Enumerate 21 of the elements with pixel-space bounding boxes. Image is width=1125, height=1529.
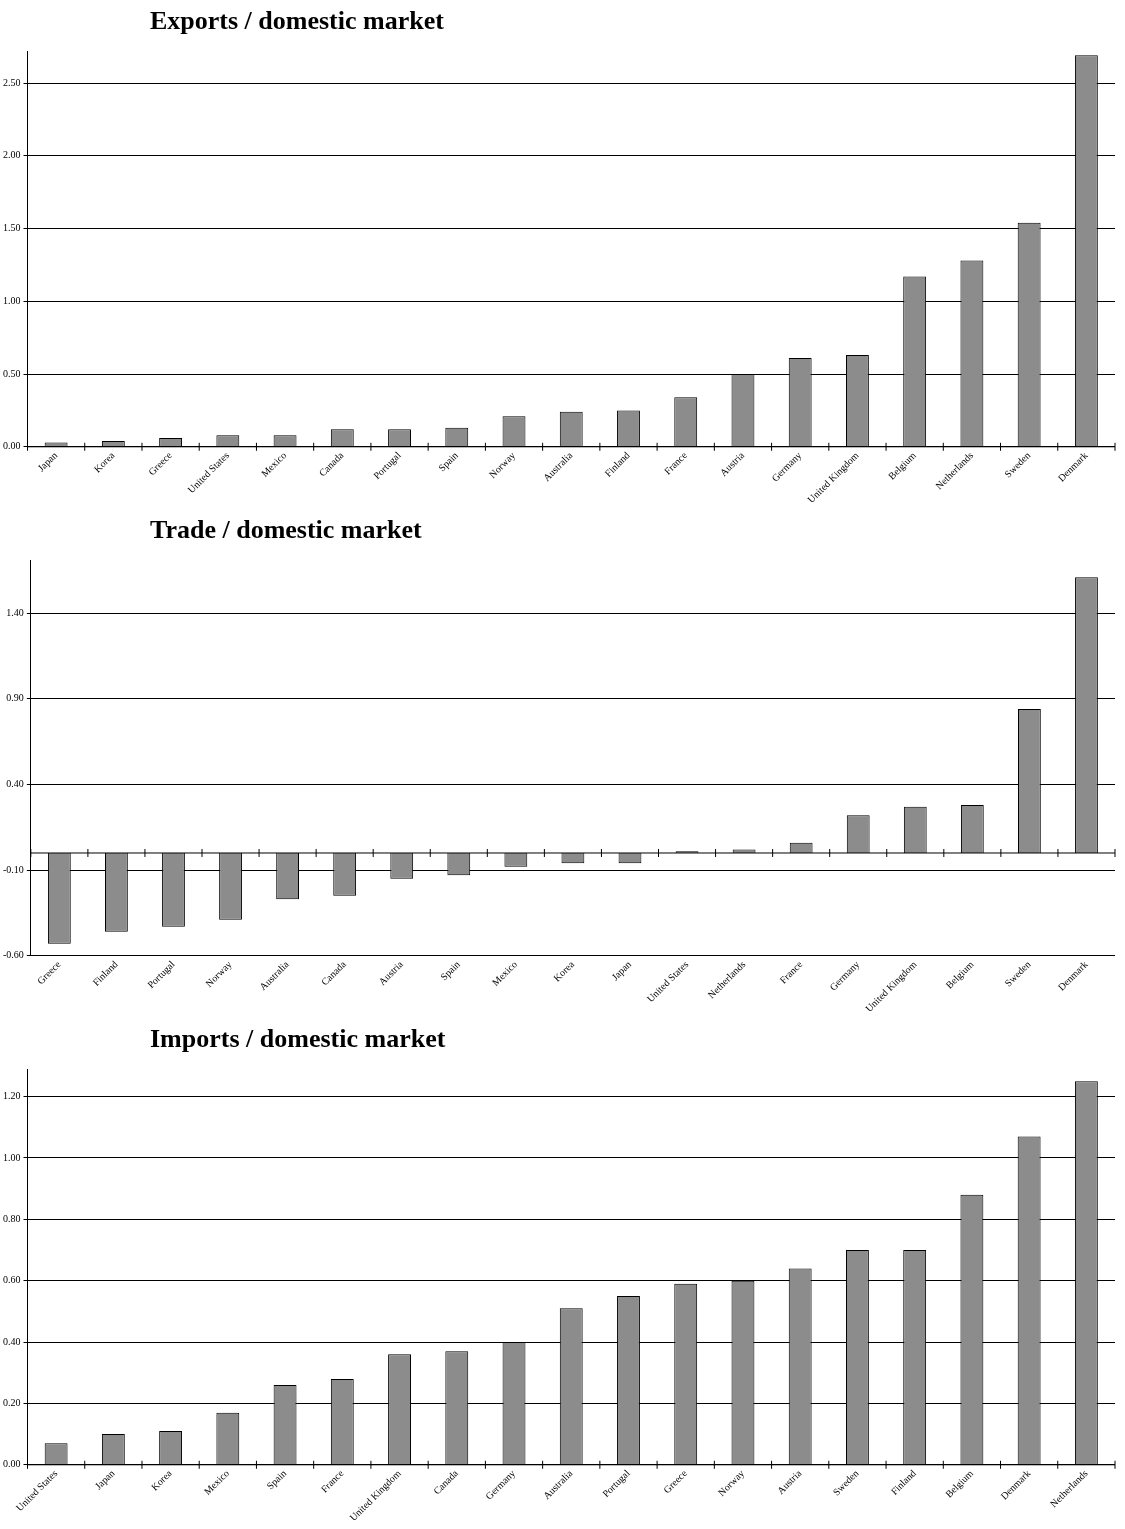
y-tick-label: 1.20 bbox=[3, 1090, 21, 1102]
y-tick-label: 1.00 bbox=[3, 1151, 21, 1163]
y-tick-label: 0.00 bbox=[3, 440, 21, 452]
y-tick-label: -0.10 bbox=[2, 863, 24, 875]
y-tick-label: 0.20 bbox=[3, 1397, 21, 1409]
y-tick-label: 0.40 bbox=[6, 778, 24, 790]
y-tick-label: 1.40 bbox=[6, 606, 24, 618]
y-tick-label: 0.80 bbox=[3, 1212, 21, 1224]
chart-title: Imports / domestic market bbox=[149, 1023, 447, 1055]
y-tick-label: 0.00 bbox=[3, 1458, 21, 1470]
y-tick-label: 1.00 bbox=[3, 294, 21, 306]
y-tick-label: 1.50 bbox=[3, 222, 21, 234]
y-tick-label: 0.90 bbox=[6, 692, 24, 704]
chart-title: Exports / domestic market bbox=[149, 5, 445, 37]
y-tick-label: 2.50 bbox=[3, 76, 21, 88]
y-tick-label: 0.40 bbox=[3, 1335, 21, 1347]
chart-title: Trade / domestic market bbox=[149, 514, 423, 546]
y-tick-label: 0.50 bbox=[3, 367, 21, 379]
y-tick-label: 2.00 bbox=[3, 149, 21, 161]
y-tick-label: 0.60 bbox=[3, 1274, 21, 1286]
y-tick-label: -0.60 bbox=[2, 949, 24, 961]
